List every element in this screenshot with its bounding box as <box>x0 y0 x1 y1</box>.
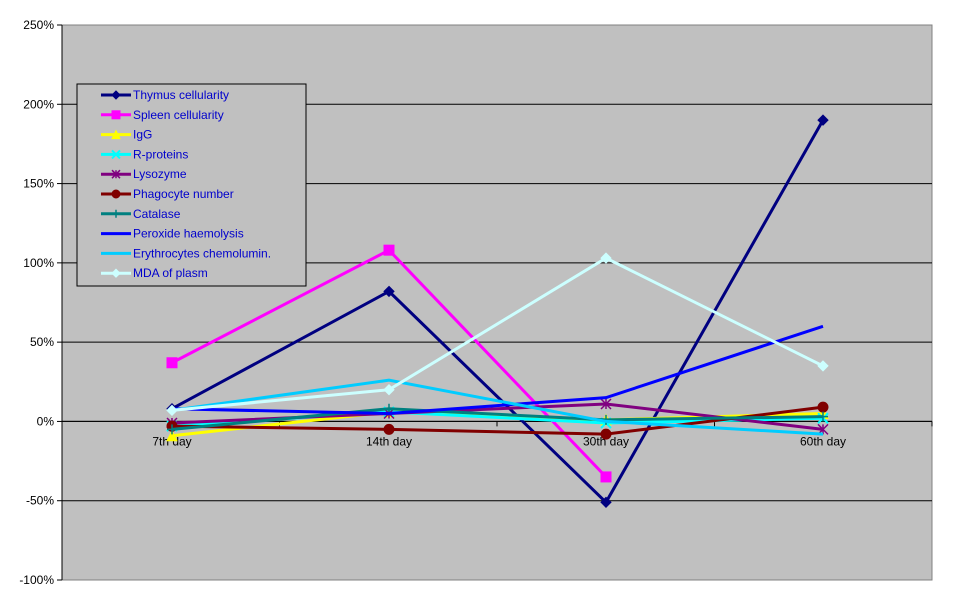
series-7 <box>167 403 828 435</box>
legend-label: Lysozyme <box>133 167 187 181</box>
legend-item: Peroxide haemolysis <box>101 227 244 241</box>
x-tick-label: 7th day <box>152 434 191 448</box>
y-tick-label: 250% <box>23 18 54 32</box>
series-6 <box>166 401 829 440</box>
legend-item: Spleen cellularity <box>101 108 224 122</box>
data-point <box>111 90 121 100</box>
data-point <box>167 424 177 435</box>
legend-item: Erythrocytes chemolumin. <box>101 246 271 260</box>
legend-item: Phagocyte number <box>101 187 234 201</box>
data-point <box>600 252 612 264</box>
data-point <box>111 268 121 278</box>
series-group <box>166 114 829 509</box>
legend-label: MDA of plasm <box>133 266 208 280</box>
data-point <box>111 189 121 199</box>
legend-item: IgG <box>101 128 152 142</box>
data-point <box>817 360 829 372</box>
x-tick-label: 30th day <box>583 434 629 448</box>
legend-item: R-proteins <box>101 147 188 161</box>
data-point <box>817 401 829 413</box>
legend-label: Catalase <box>133 207 181 221</box>
data-point <box>817 114 829 126</box>
series-line <box>171 324 824 416</box>
data-point <box>166 429 178 442</box>
data-point <box>600 398 612 410</box>
data-point <box>112 209 120 218</box>
y-tick-label: -50% <box>26 494 54 508</box>
series-10 <box>166 252 829 417</box>
y-tick-label: 200% <box>23 97 54 111</box>
legend-item: MDA of plasm <box>101 266 208 280</box>
series-line <box>171 256 824 412</box>
data-point <box>111 169 121 179</box>
legend-label: Spleen cellularity <box>133 108 224 122</box>
data-point <box>600 496 612 509</box>
data-point <box>383 384 395 396</box>
y-tick-label: 100% <box>23 256 54 270</box>
data-point <box>600 471 612 483</box>
series-line <box>171 407 824 431</box>
legend-label: R-proteins <box>133 147 188 161</box>
data-point <box>383 423 395 435</box>
series-2 <box>166 244 612 483</box>
series-8 <box>171 324 824 416</box>
data-point <box>818 411 828 422</box>
data-point <box>383 285 395 298</box>
y-axis-tick-labels: 250% 200% 150% 100% 50% 0% -50% -100% <box>19 18 54 587</box>
legend-label: Thymus cellularity <box>133 88 229 102</box>
data-point <box>111 149 121 160</box>
legend-item: Catalase <box>101 207 181 221</box>
y-tick-label: -100% <box>19 573 54 587</box>
x-tick-label: 14th day <box>366 434 412 448</box>
legend-item: Lysozyme <box>101 167 187 181</box>
legend: Thymus cellularity Spleen cellularity IgG R… <box>76 83 307 287</box>
data-point <box>600 428 612 440</box>
y-tick-label: 50% <box>30 335 54 349</box>
data-point <box>111 110 121 120</box>
legend-label: Erythrocytes chemolumin. <box>133 246 271 260</box>
legend-label: Peroxide haemolysis <box>133 227 244 241</box>
data-point <box>166 404 178 417</box>
legend-label: Phagocyte number <box>133 187 234 201</box>
series-line <box>171 405 824 436</box>
legend-item: Thymus cellularity <box>101 88 229 102</box>
y-tick-label: 0% <box>37 414 55 428</box>
data-point <box>383 244 395 256</box>
y-tick-label: 150% <box>23 177 54 191</box>
series-9 <box>171 378 824 436</box>
data-point <box>111 129 121 140</box>
x-tick-label: 60th day <box>800 434 846 448</box>
legend-label: IgG <box>133 128 152 142</box>
data-point <box>166 357 178 369</box>
series-line <box>171 378 824 436</box>
